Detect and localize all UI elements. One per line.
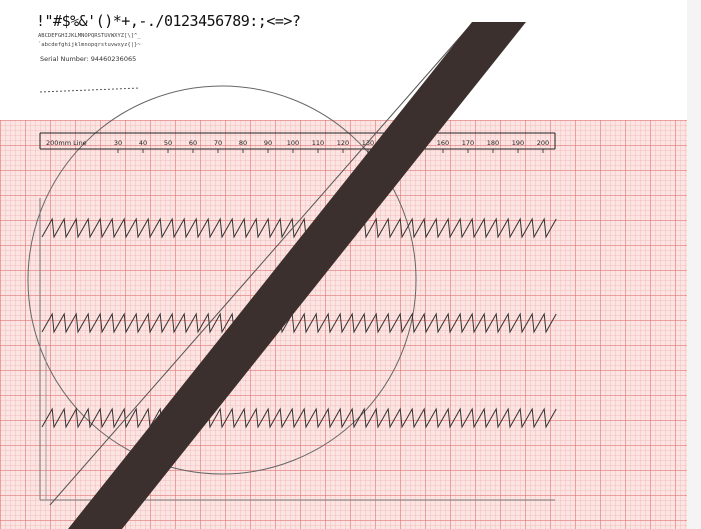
scale-ticks: 30 40 50 60 70 80 90 100 110 120 130 160 170 180 190 20… xyxy=(114,139,549,153)
zigzag-traces xyxy=(41,217,557,429)
zigzag-trace-3 xyxy=(41,407,557,429)
scale-tick-label: 200 xyxy=(537,139,549,147)
character-set-row-large: !"#$%&'()*+,-./0123456789:;<=>? xyxy=(36,12,301,30)
zigzag-trace-1 xyxy=(41,217,557,239)
scale-tick-label: 100 xyxy=(287,139,299,147)
scale-tick-label: 170 xyxy=(462,139,474,147)
zigzag-trace-2 xyxy=(41,312,557,334)
scale-title: 200mm Line xyxy=(46,139,87,147)
scale-tick-label: 160 xyxy=(437,139,449,147)
paper-edge-strip xyxy=(687,0,701,529)
printer-test-header: !"#$%&'()*+,-./0123456789:;<=>? ABCDEFGH… xyxy=(0,0,701,120)
character-set-row-lowercase: `abcdefghijklmnopqrstuvwxyz{|}~ xyxy=(38,42,141,48)
scale-tick-label: 60 xyxy=(189,139,197,147)
scale-tick-label: 110 xyxy=(312,139,324,147)
scale-tick-label: 50 xyxy=(164,139,172,147)
dotted-test-line xyxy=(39,87,141,93)
scale-tick-label: 80 xyxy=(239,139,247,147)
scale-tick-label: 130 xyxy=(362,139,374,147)
test-circle xyxy=(27,85,417,475)
serial-number: Serial Number: 94460236065 xyxy=(40,55,136,63)
scale-bar: 200mm Line 30 40 50 60 70 80 90 100 110 120 130 160… xyxy=(39,132,556,153)
scale-tick-label: 70 xyxy=(214,139,222,147)
scale-tick-label: 40 xyxy=(139,139,147,147)
diagonal-thin-line xyxy=(49,27,469,506)
scale-tick-label: 120 xyxy=(337,139,349,147)
scale-tick-label: 190 xyxy=(512,139,524,147)
diagonal-dark-band xyxy=(68,22,526,529)
serial-number-label: Serial Number: xyxy=(40,55,89,63)
serial-number-value: 94460236065 xyxy=(90,55,137,63)
character-set-row-uppercase: ABCDEFGHIJKLMNOPQRSTUVWXYZ[\]^_ xyxy=(38,33,141,39)
scale-tick-label: 180 xyxy=(487,139,499,147)
scale-tick-label: 30 xyxy=(114,139,122,147)
scale-tick-label: 90 xyxy=(264,139,272,147)
